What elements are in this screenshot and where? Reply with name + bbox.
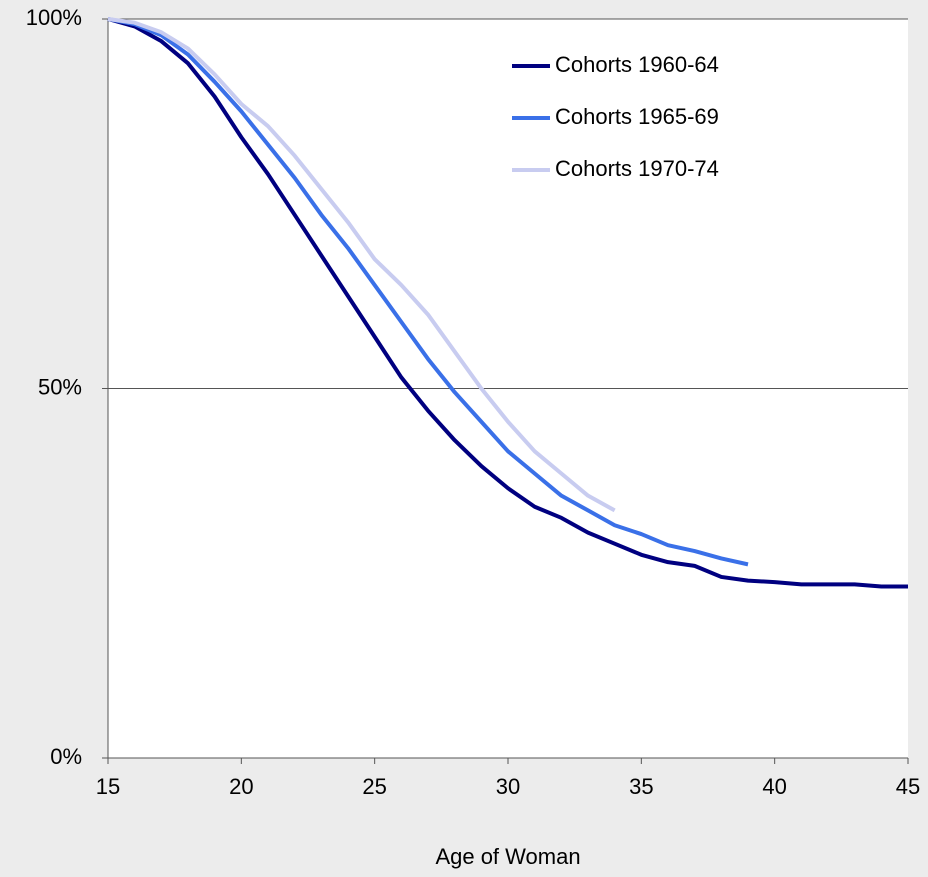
- x-axis-label: Age of Woman: [435, 844, 580, 869]
- legend-label: Cohorts 1970-74: [555, 156, 719, 181]
- x-tick-label: 35: [629, 774, 653, 799]
- legend-label: Cohorts 1965-69: [555, 104, 719, 129]
- y-tick-label: 100%: [26, 5, 82, 30]
- x-tick-label: 20: [229, 774, 253, 799]
- series-line: [107, 17, 749, 567]
- y-tick-label: 0%: [50, 744, 82, 769]
- x-tick-label: 45: [896, 774, 920, 799]
- x-tick-label: 25: [362, 774, 386, 799]
- x-tick-label: 30: [496, 774, 520, 799]
- x-tick-label: 40: [762, 774, 786, 799]
- series-line: [107, 17, 616, 513]
- legend-label: Cohorts 1960-64: [555, 52, 719, 77]
- x-tick-label: 15: [96, 774, 120, 799]
- y-tick-label: 50%: [38, 374, 82, 399]
- series-line: [107, 17, 908, 589]
